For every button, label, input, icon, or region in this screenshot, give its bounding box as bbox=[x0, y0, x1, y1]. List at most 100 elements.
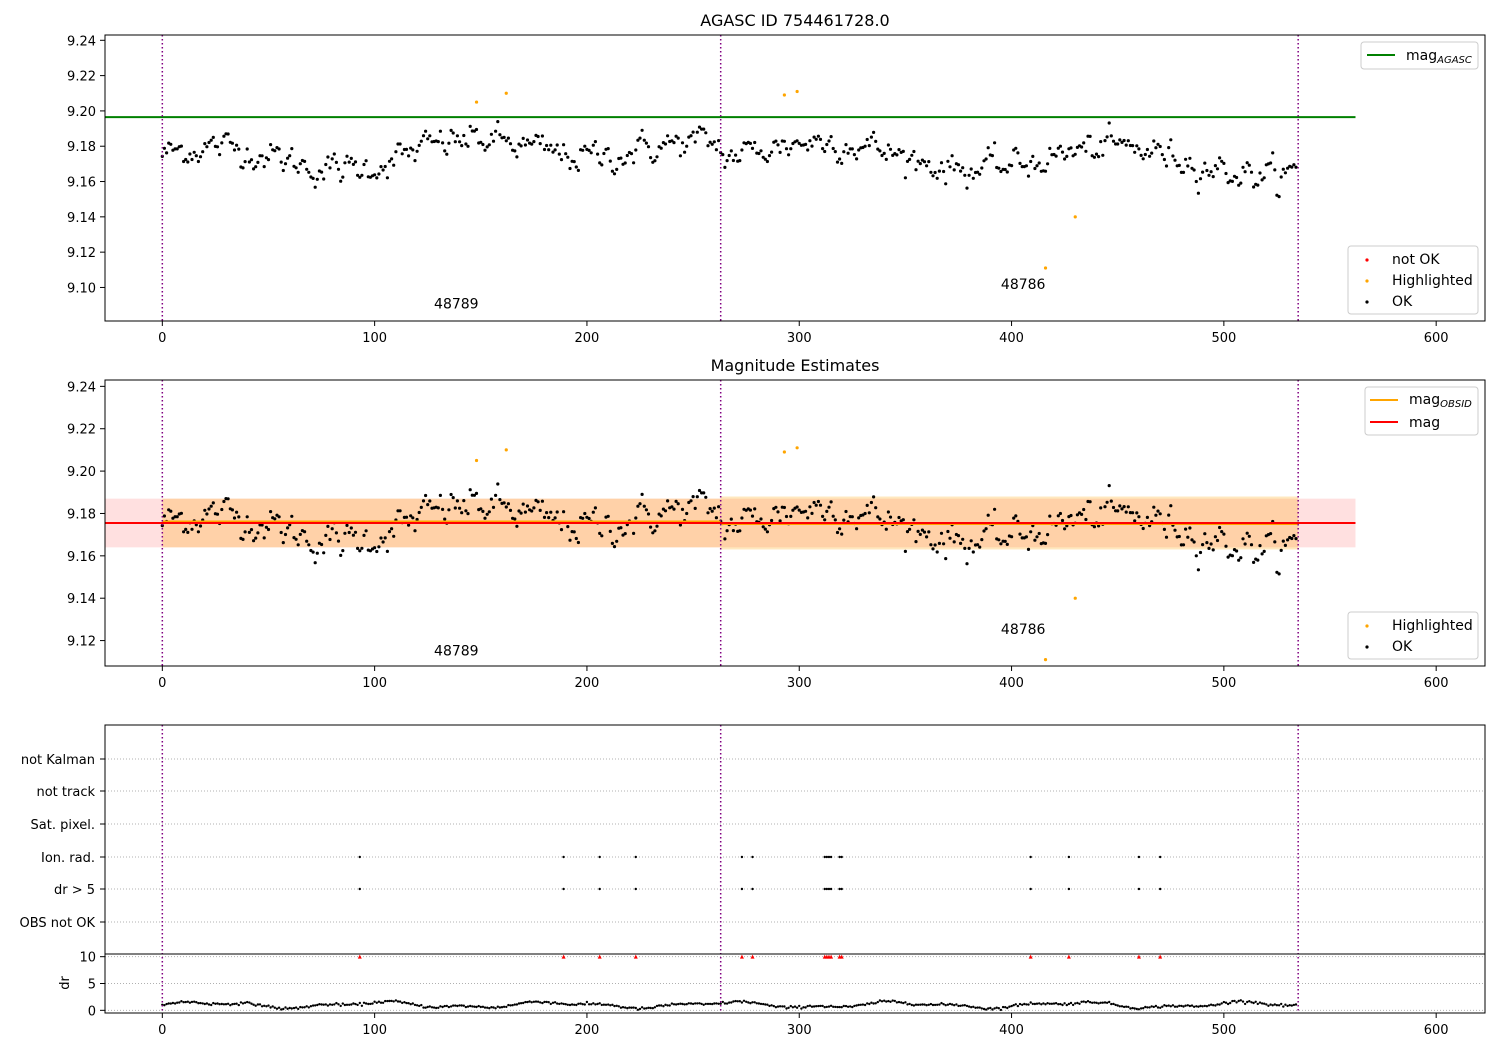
data-point-ok bbox=[190, 527, 194, 531]
data-point-ok bbox=[336, 167, 341, 171]
data-point-ok bbox=[1043, 541, 1048, 546]
data-point-ok bbox=[717, 139, 721, 143]
data-point-ok bbox=[222, 134, 226, 138]
data-point-ok bbox=[610, 541, 615, 546]
data-point-ok bbox=[252, 539, 256, 543]
data-point-ok bbox=[502, 135, 506, 139]
data-point-ok bbox=[1160, 153, 1164, 157]
flag-point bbox=[634, 855, 637, 859]
data-point-ok bbox=[946, 159, 950, 163]
y-tick-label: 9.20 bbox=[67, 105, 96, 120]
dr-point bbox=[231, 1003, 234, 1006]
dr-point bbox=[936, 1003, 939, 1006]
chart-title: Magnitude Estimates bbox=[711, 356, 880, 375]
data-point-ok bbox=[812, 135, 816, 139]
y-tick-label: 9.16 bbox=[67, 550, 96, 565]
data-point-ok bbox=[695, 130, 699, 134]
dr-point bbox=[1250, 1001, 1253, 1004]
data-point-ok bbox=[653, 159, 657, 163]
dr-point bbox=[456, 1004, 459, 1008]
data-point-highlighted bbox=[1073, 596, 1077, 600]
flag-point bbox=[751, 855, 754, 859]
data-point-ok bbox=[591, 510, 595, 514]
data-point-ok bbox=[708, 507, 712, 511]
data-point-ok bbox=[591, 143, 595, 147]
x-tick-label: 100 bbox=[362, 676, 387, 691]
dr-point bbox=[1195, 1005, 1198, 1008]
dr-point bbox=[432, 1006, 436, 1009]
data-point-ok bbox=[944, 182, 948, 186]
data-point-ok bbox=[937, 541, 942, 546]
dr-point bbox=[634, 1006, 637, 1010]
data-point-ok bbox=[1065, 154, 1069, 158]
flag-point bbox=[838, 855, 841, 859]
x-tick-label: 200 bbox=[575, 331, 600, 346]
dr-point bbox=[176, 1001, 179, 1004]
dr-point bbox=[428, 1005, 431, 1008]
dr-point bbox=[1282, 1005, 1285, 1008]
dr-point bbox=[331, 1003, 334, 1006]
dr-point bbox=[178, 1001, 181, 1004]
dr-point bbox=[921, 1003, 924, 1006]
data-point-ok bbox=[1245, 161, 1249, 165]
dr-point bbox=[1290, 1004, 1294, 1007]
dr-point bbox=[430, 1006, 434, 1009]
data-point-ok bbox=[326, 524, 330, 529]
data-point-ok bbox=[515, 524, 519, 528]
data-point-ok bbox=[770, 150, 774, 154]
dr-point bbox=[339, 1004, 342, 1008]
data-point-ok bbox=[812, 500, 816, 505]
dr-point bbox=[229, 1004, 232, 1007]
data-point-ok bbox=[740, 148, 744, 152]
dr-point bbox=[551, 1001, 555, 1004]
data-point-ok bbox=[791, 508, 795, 512]
data-point-ok bbox=[1152, 139, 1156, 143]
data-point-ok bbox=[702, 127, 706, 131]
y-tick-label: 0 bbox=[88, 1004, 96, 1019]
data-point-ok bbox=[192, 150, 196, 154]
dr-point bbox=[475, 1005, 478, 1009]
data-point-ok bbox=[360, 546, 364, 550]
data-point-ok bbox=[222, 499, 226, 504]
x-tick-label: 200 bbox=[575, 676, 600, 691]
data-point-ok bbox=[464, 509, 468, 513]
dr-point bbox=[553, 1001, 557, 1004]
data-point-ok bbox=[260, 154, 264, 158]
dr-point bbox=[333, 1003, 336, 1006]
data-point-ok bbox=[978, 172, 982, 176]
data-point-ok bbox=[704, 131, 708, 135]
dr-point bbox=[1027, 1003, 1030, 1006]
data-point-ok bbox=[290, 514, 294, 518]
data-point-ok bbox=[1099, 506, 1103, 510]
dr-point bbox=[999, 1008, 1003, 1012]
data-point-ok bbox=[723, 537, 727, 541]
dr-point bbox=[1048, 1002, 1052, 1005]
data-point-ok bbox=[519, 511, 523, 515]
data-point-ok bbox=[1243, 170, 1247, 174]
dr-point bbox=[401, 1001, 404, 1005]
y-tick-label: 9.22 bbox=[67, 423, 96, 438]
flag-point bbox=[1029, 855, 1032, 859]
data-point-highlighted bbox=[782, 93, 786, 97]
dr-point bbox=[889, 1000, 892, 1003]
dr-point bbox=[452, 1004, 455, 1007]
data-point-ok bbox=[205, 512, 209, 516]
data-point-ok bbox=[1094, 152, 1099, 156]
flag-point bbox=[827, 887, 831, 891]
data-point-ok bbox=[942, 169, 946, 174]
data-point-ok bbox=[358, 549, 362, 553]
dr-point bbox=[579, 1002, 582, 1005]
dr-point bbox=[857, 1003, 860, 1007]
data-point-ok bbox=[888, 515, 893, 519]
dr-point bbox=[715, 1002, 718, 1005]
x-tick-label: 300 bbox=[787, 1023, 812, 1038]
data-point-ok bbox=[1005, 170, 1009, 174]
data-point-ok bbox=[298, 162, 302, 166]
data-point-ok bbox=[912, 518, 916, 522]
dr-point bbox=[1040, 1003, 1043, 1006]
data-point-ok bbox=[341, 175, 345, 179]
data-point-ok bbox=[409, 514, 413, 518]
data-point-highlighted bbox=[782, 450, 786, 454]
data-point-ok bbox=[1201, 543, 1205, 547]
dr-point bbox=[995, 1006, 998, 1009]
